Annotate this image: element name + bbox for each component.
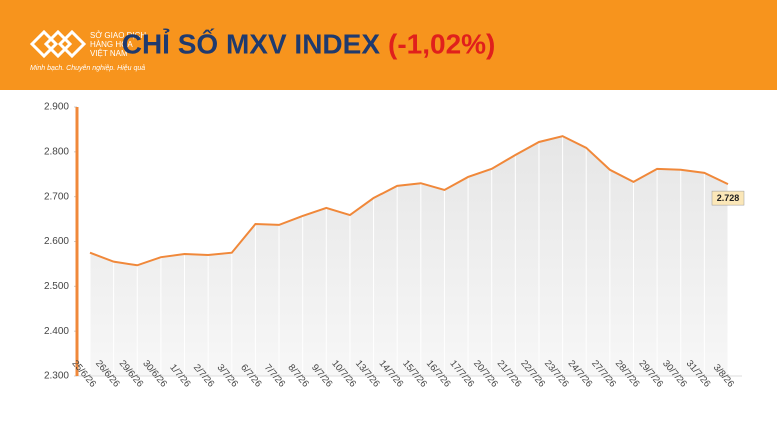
y-tick-label: 2.600: [44, 236, 69, 247]
tagline: Minh bạch. Chuyên nghiệp. Hiệu quả: [30, 64, 145, 72]
logo-line: VIỆT NAM: [90, 49, 128, 58]
y-tick-label: 2.500: [44, 281, 69, 292]
y-tick-label: 2.700: [44, 191, 69, 202]
y-tick-label: 2.900: [44, 102, 69, 113]
line: [89, 135, 729, 267]
area: [90, 136, 728, 376]
logo-line: HÀNG HÓA: [90, 40, 133, 49]
y-tick-label: 2.400: [44, 326, 69, 337]
y-tick-label: 2.300: [44, 371, 69, 382]
value-label-box: [711, 190, 745, 206]
chart-subtitle: (-1,02%): [388, 28, 495, 59]
chart-title: CHỈ SỐ MXV INDEX: [122, 27, 381, 59]
header-band: [0, 0, 777, 90]
y-tick-label: 2.800: [44, 146, 69, 157]
plot: 2.300 2.400 2.500 2.600 2.700 2.800 2.900 2.728…: [44, 102, 745, 390]
value-label: 2.728: [717, 193, 740, 203]
logo: SỞ GIAO DỊCH HÀNG HÓA VIỆT NAM Minh bạch…: [29, 29, 146, 72]
logo-line: SỞ GIAO DỊCH: [90, 31, 146, 40]
